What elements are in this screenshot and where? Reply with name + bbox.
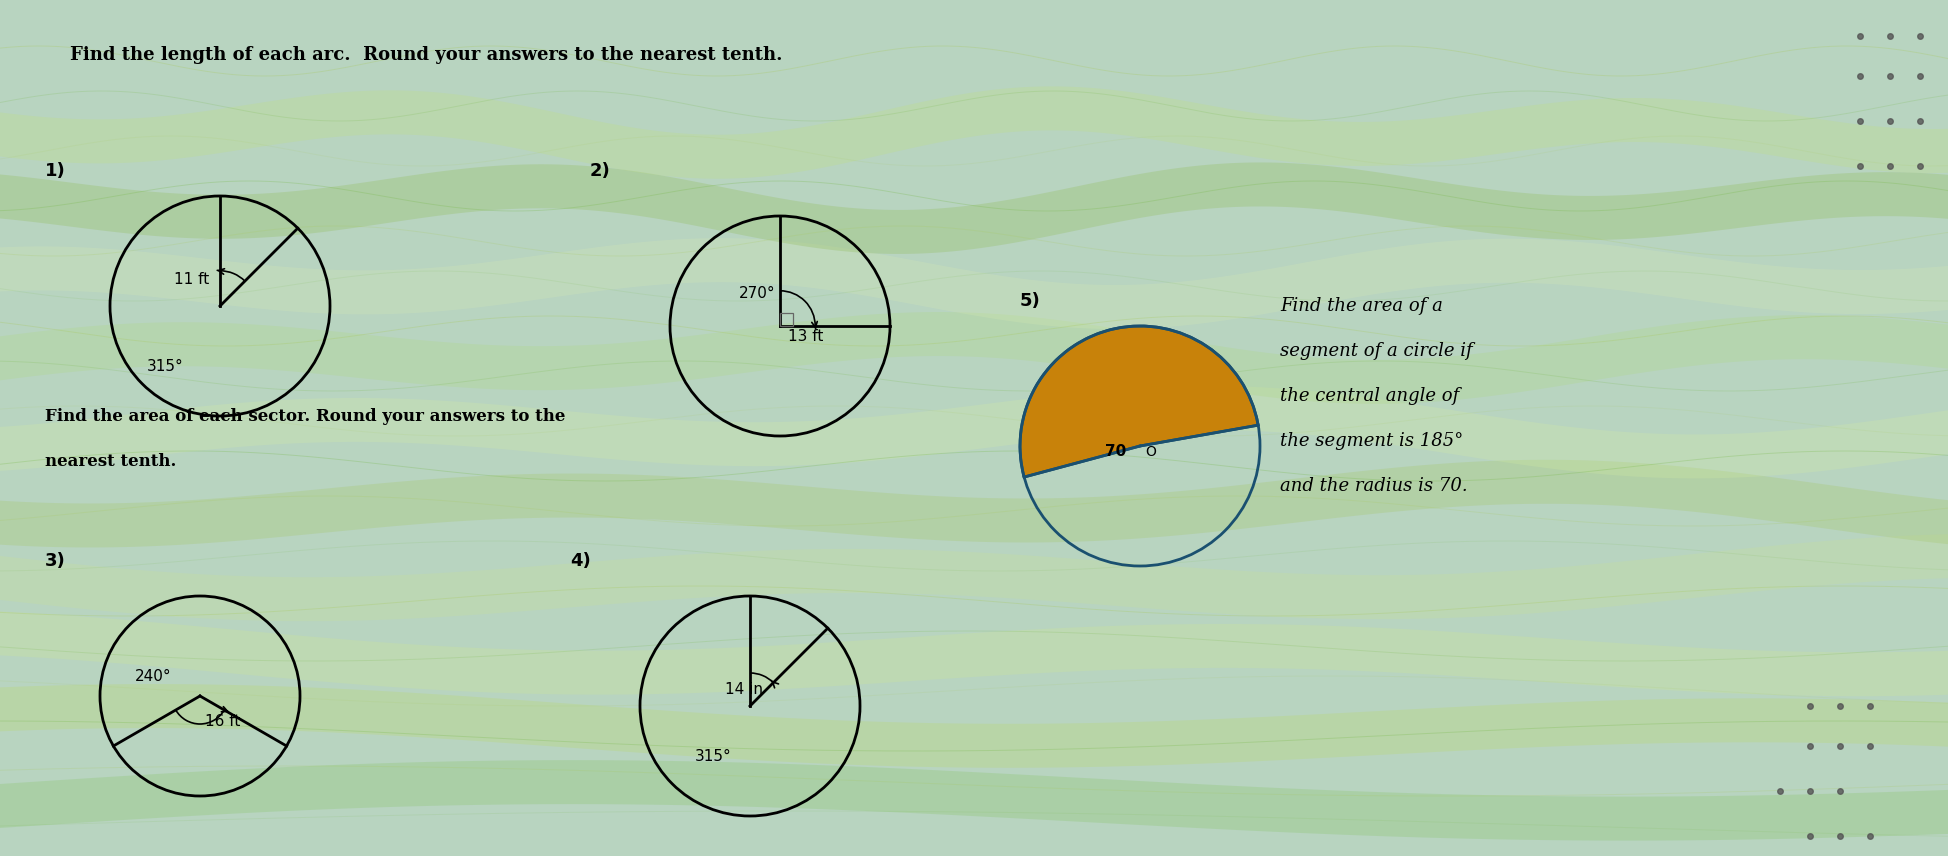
Text: nearest tenth.: nearest tenth. bbox=[45, 453, 175, 470]
Text: 270°: 270° bbox=[738, 287, 775, 301]
Text: 11 ft: 11 ft bbox=[173, 272, 210, 287]
Text: and the radius is 70.: and the radius is 70. bbox=[1280, 477, 1467, 495]
Text: O: O bbox=[1143, 445, 1155, 459]
PathPatch shape bbox=[0, 460, 1948, 548]
PathPatch shape bbox=[0, 238, 1948, 329]
Text: Find the area of a: Find the area of a bbox=[1280, 297, 1442, 315]
Text: Find the area of each sector. Round your answers to the: Find the area of each sector. Round your… bbox=[45, 408, 565, 425]
Text: 3): 3) bbox=[45, 552, 66, 570]
Text: 4): 4) bbox=[569, 552, 590, 570]
Text: 1): 1) bbox=[45, 162, 66, 180]
Text: 5): 5) bbox=[1019, 292, 1040, 310]
Text: 240°: 240° bbox=[134, 669, 171, 684]
Text: 14 in: 14 in bbox=[725, 682, 762, 697]
Text: segment of a circle if: segment of a circle if bbox=[1280, 342, 1473, 360]
PathPatch shape bbox=[0, 760, 1948, 841]
PathPatch shape bbox=[0, 611, 1948, 696]
Text: the central angle of: the central angle of bbox=[1280, 387, 1459, 405]
PathPatch shape bbox=[0, 386, 1948, 479]
Text: 16 ft: 16 ft bbox=[205, 714, 240, 729]
Text: the segment is 185°: the segment is 185° bbox=[1280, 432, 1463, 450]
Text: 2): 2) bbox=[590, 162, 610, 180]
PathPatch shape bbox=[0, 534, 1948, 621]
Text: Find the length of each arc.  Round your answers to the nearest tenth.: Find the length of each arc. Round your … bbox=[70, 46, 781, 64]
Text: 315°: 315° bbox=[146, 359, 183, 374]
PathPatch shape bbox=[0, 684, 1948, 768]
Text: 70: 70 bbox=[1105, 444, 1126, 459]
PathPatch shape bbox=[0, 86, 1948, 179]
Text: 13 ft: 13 ft bbox=[787, 329, 822, 344]
Wedge shape bbox=[1019, 326, 1258, 477]
Text: 315°: 315° bbox=[695, 749, 730, 764]
PathPatch shape bbox=[0, 312, 1948, 404]
PathPatch shape bbox=[0, 163, 1948, 254]
